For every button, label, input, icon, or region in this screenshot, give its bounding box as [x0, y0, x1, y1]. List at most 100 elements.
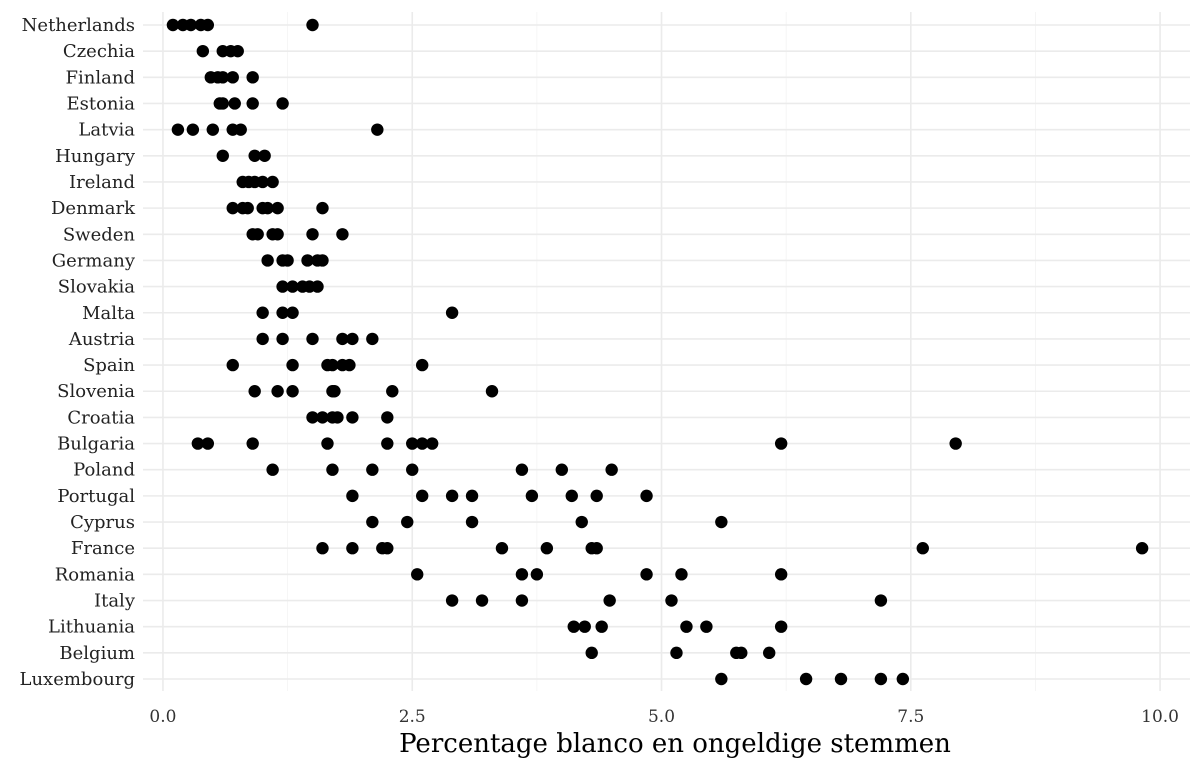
data-point — [276, 97, 289, 110]
data-point — [196, 44, 210, 58]
data-point — [445, 306, 459, 319]
country-label: Estonia — [66, 93, 135, 114]
data-point — [525, 489, 539, 503]
data-point — [326, 358, 339, 372]
data-point — [228, 97, 241, 110]
data-point — [246, 437, 259, 450]
data-point — [495, 542, 509, 555]
data-point — [326, 463, 339, 476]
data-point — [261, 201, 274, 215]
data-point — [445, 594, 459, 607]
data-point — [256, 306, 269, 319]
data-point — [216, 97, 229, 110]
data-point — [896, 672, 910, 686]
data-point — [680, 620, 693, 633]
data-point — [261, 254, 274, 267]
data-point — [401, 515, 414, 529]
data-point — [774, 437, 788, 450]
data-point — [381, 437, 394, 450]
data-point — [425, 437, 439, 450]
data-point — [331, 411, 344, 424]
data-point — [515, 594, 529, 607]
country-label: Malta — [82, 303, 135, 324]
data-point — [286, 280, 299, 293]
country-label: Bulgaria — [57, 434, 135, 455]
data-point — [336, 332, 349, 346]
data-point — [700, 620, 713, 633]
data-point — [256, 332, 269, 346]
data-point — [346, 489, 359, 503]
x-tick-label: 2.5 — [399, 707, 426, 727]
data-point — [485, 385, 499, 398]
data-point — [595, 620, 608, 633]
data-point — [715, 515, 728, 529]
data-point — [201, 18, 215, 32]
data-point — [465, 515, 479, 529]
data-point — [1135, 542, 1149, 555]
country-label: Finland — [66, 67, 135, 88]
data-point — [286, 385, 299, 398]
data-point — [515, 568, 529, 581]
data-point — [874, 594, 888, 607]
country-label: Cyprus — [70, 512, 135, 533]
data-point — [774, 620, 788, 633]
country-label: Netherlands — [22, 15, 135, 36]
country-label: Portugal — [57, 486, 135, 507]
data-point — [346, 542, 359, 555]
data-point — [640, 568, 653, 581]
data-point — [306, 332, 319, 346]
data-point — [665, 594, 678, 607]
data-point — [366, 463, 379, 476]
data-point — [603, 594, 616, 607]
data-point — [763, 646, 776, 660]
data-point — [475, 594, 489, 607]
data-point — [186, 123, 200, 136]
data-point — [321, 437, 334, 450]
data-point — [949, 437, 962, 450]
country-label: Belgium — [59, 643, 135, 664]
data-point — [281, 254, 294, 267]
data-point — [216, 149, 229, 162]
data-point — [530, 568, 544, 581]
data-point — [184, 18, 198, 32]
country-label: Hungary — [55, 146, 136, 167]
x-tick-labels: 0.0 2.5 5.0 7.5 10.0 — [149, 707, 1179, 727]
data-point — [590, 542, 603, 555]
data-point — [834, 672, 848, 686]
data-point — [256, 175, 269, 189]
data-point — [585, 646, 598, 660]
country-label: Sweden — [63, 224, 136, 245]
data-point — [575, 515, 588, 529]
data-point — [799, 672, 813, 686]
data-point — [411, 568, 424, 581]
data-point — [191, 437, 205, 450]
data-point — [916, 542, 929, 555]
data-point — [445, 489, 459, 503]
data-point — [248, 385, 261, 398]
country-label: Latvia — [78, 120, 135, 141]
country-label: France — [71, 538, 135, 559]
data-point — [271, 385, 284, 398]
country-label: Italy — [94, 591, 136, 612]
country-label: Romania — [55, 564, 136, 585]
data-point — [774, 568, 788, 581]
data-point — [675, 568, 688, 581]
data-point — [258, 149, 271, 162]
data-point — [276, 280, 289, 293]
data-point — [605, 463, 618, 476]
data-point — [276, 332, 289, 346]
data-point — [715, 672, 728, 686]
grid-lines — [143, 12, 1190, 691]
data-points — [166, 18, 1149, 686]
data-point — [381, 542, 394, 555]
data-point — [316, 201, 329, 215]
data-point — [301, 254, 314, 267]
data-point — [306, 228, 319, 241]
data-point — [336, 228, 349, 241]
data-point — [578, 620, 591, 633]
data-point — [316, 542, 329, 555]
data-point — [366, 332, 379, 346]
data-point — [565, 489, 578, 503]
data-point — [234, 123, 247, 136]
